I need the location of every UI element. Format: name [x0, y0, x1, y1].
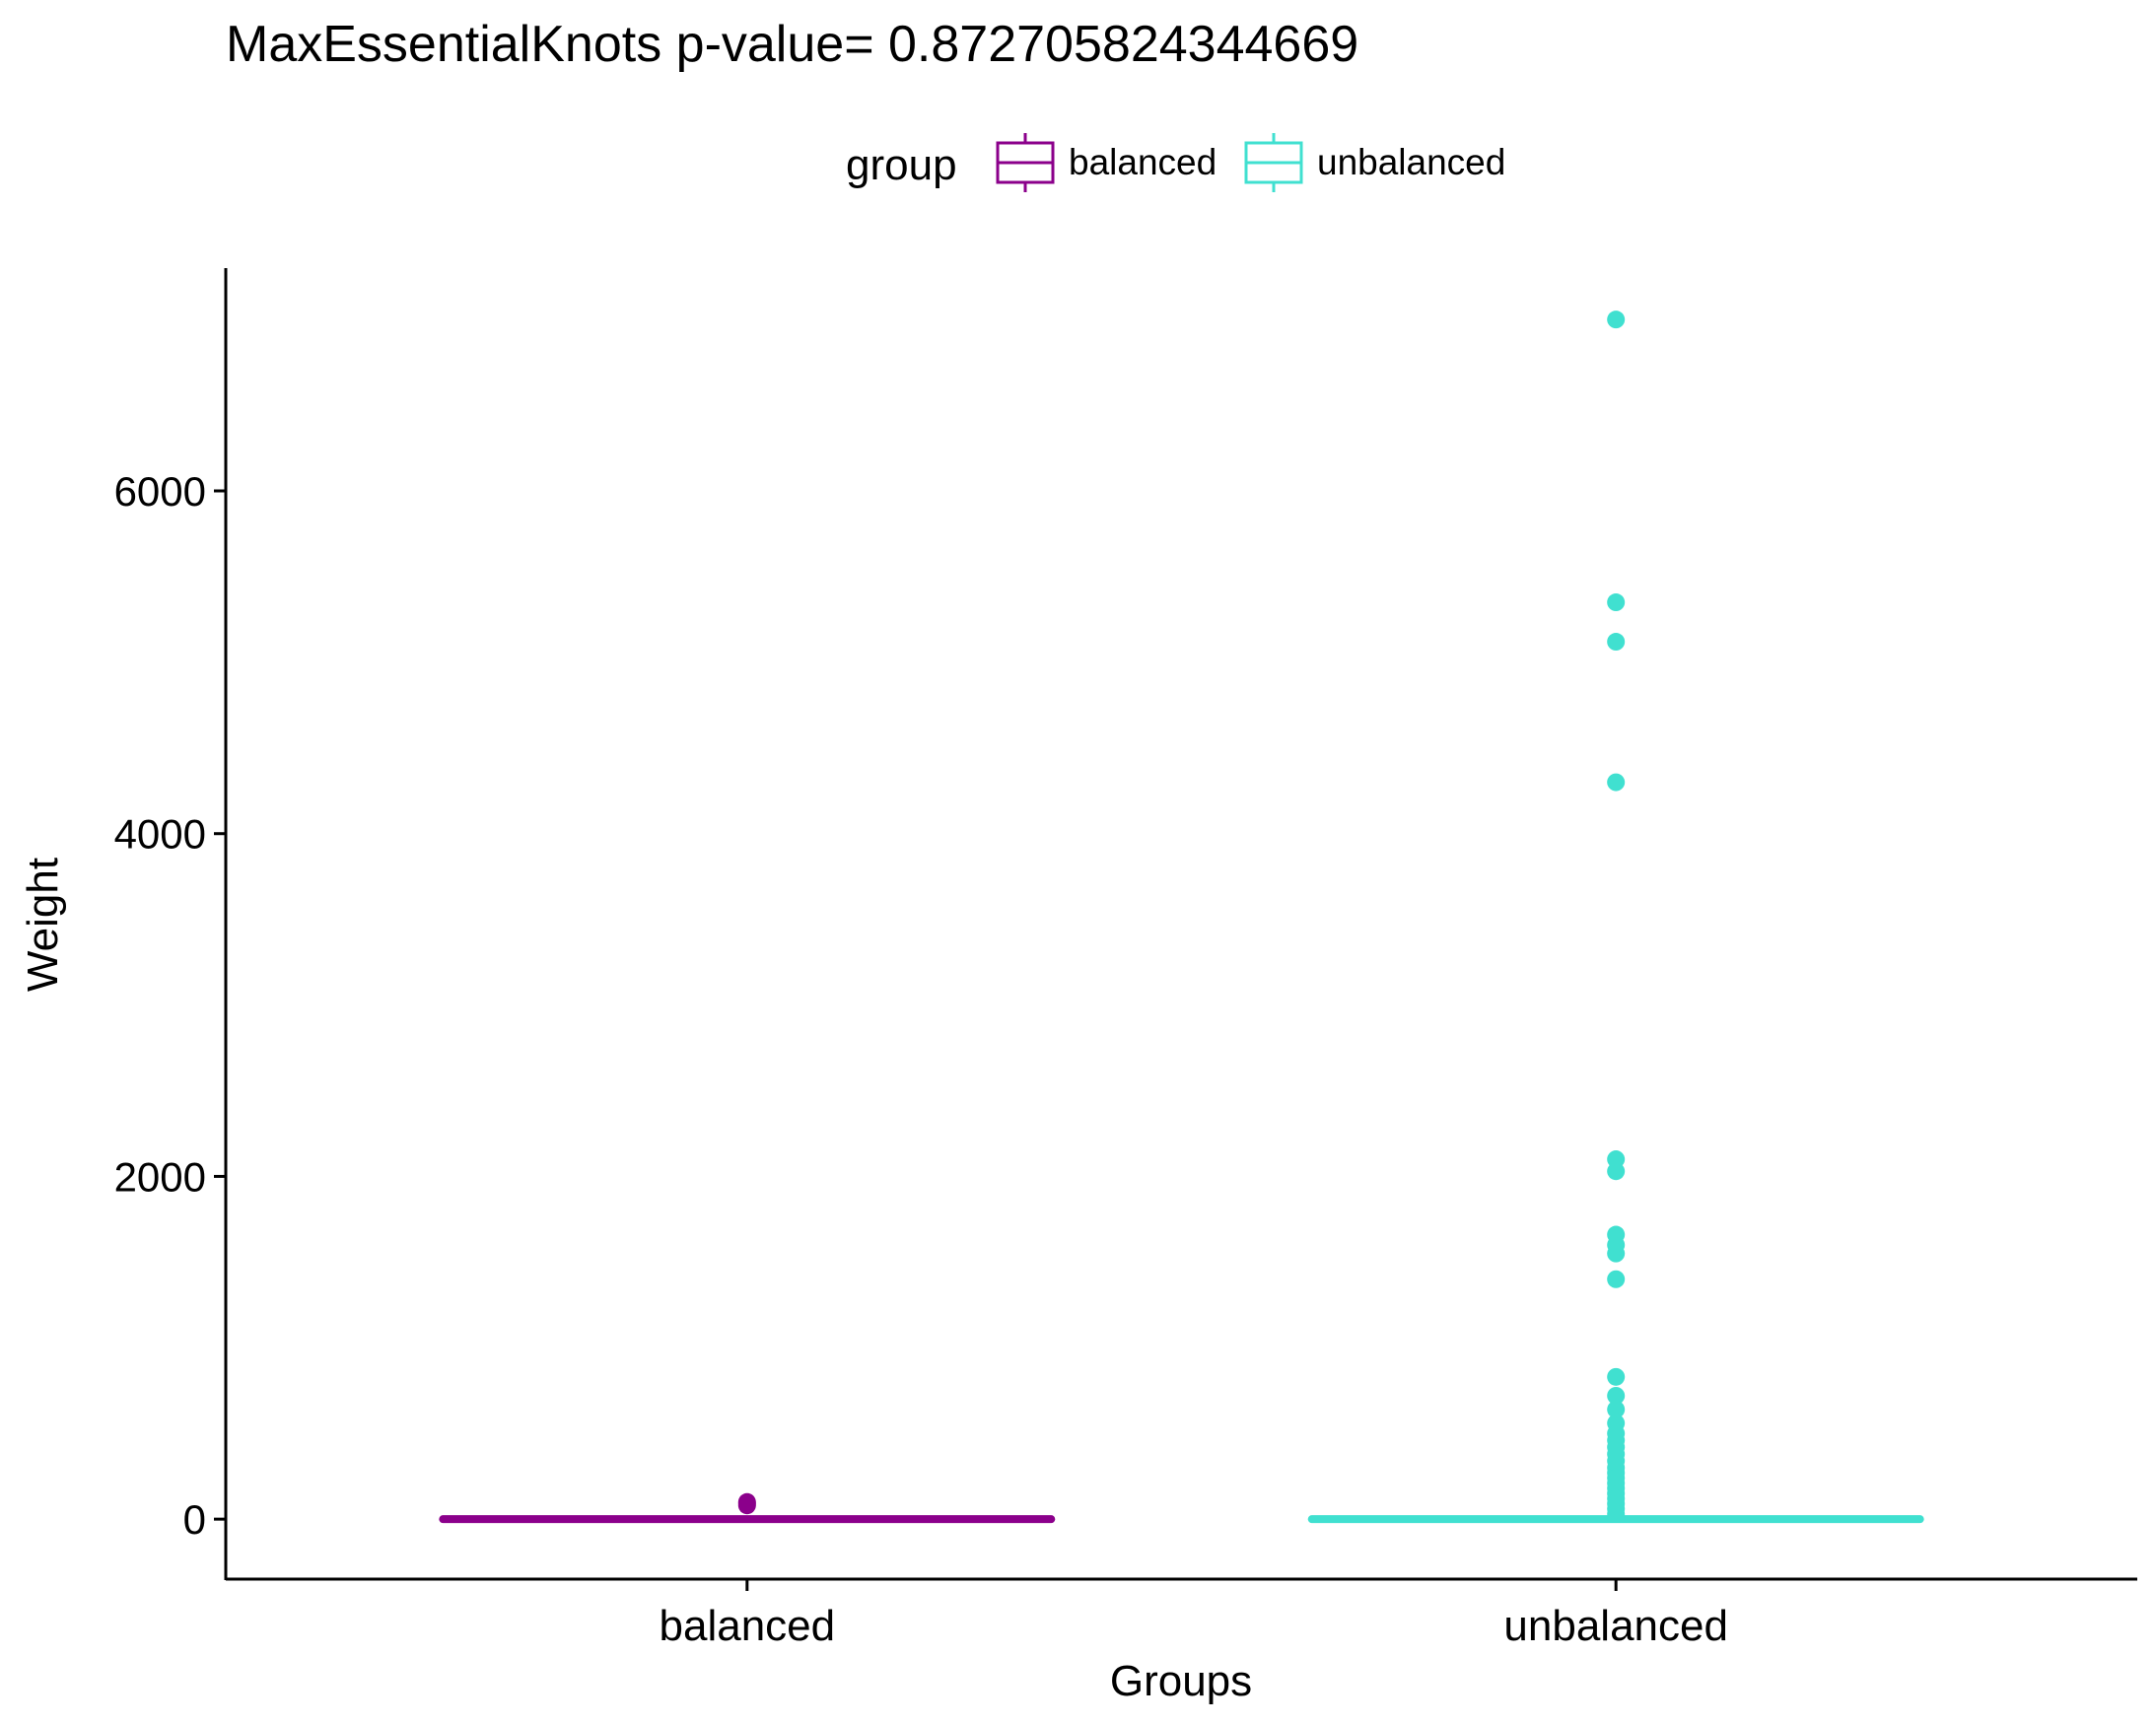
- legend-title: group: [846, 141, 957, 189]
- chart-title: MaxEssentialKnots p-value= 0.87270582434…: [226, 16, 1358, 73]
- legend-item-balanced: balanced: [996, 133, 1217, 192]
- box-unbalanced: [1307, 310, 1924, 1524]
- y-tick-label: 6000: [114, 468, 206, 515]
- outlier-point: [1607, 593, 1626, 612]
- plot-area: [439, 310, 1924, 1524]
- box-balanced: [439, 1492, 1056, 1524]
- outlier-point: [1607, 633, 1626, 652]
- outlier-point: [1607, 1367, 1626, 1386]
- outlier-point: [1607, 1504, 1626, 1523]
- x-tick-label: balanced: [660, 1602, 836, 1650]
- outlier-point: [1607, 1244, 1626, 1263]
- y-tick-label: 0: [183, 1496, 206, 1543]
- y-tick-label: 2000: [114, 1153, 206, 1200]
- legend: group balanced unbalanced: [846, 133, 1505, 192]
- legend-label: balanced: [1069, 142, 1217, 182]
- x-tick-label: unbalanced: [1503, 1602, 1728, 1650]
- outlier-point: [1607, 1162, 1626, 1181]
- x-axis-label: Groups: [1110, 1657, 1252, 1705]
- outlier-point: [1607, 773, 1626, 792]
- outlier-point: [737, 1496, 756, 1515]
- outlier-point: [1607, 310, 1626, 329]
- legend-label: unbalanced: [1317, 142, 1505, 182]
- y-axis-label: Weight: [19, 858, 67, 992]
- y-tick-label: 4000: [114, 811, 206, 858]
- outlier-point: [1607, 1270, 1626, 1288]
- legend-item-unbalanced: unbalanced: [1244, 133, 1505, 192]
- outlier-point: [1607, 1400, 1626, 1418]
- outlier-point: [1607, 1386, 1626, 1405]
